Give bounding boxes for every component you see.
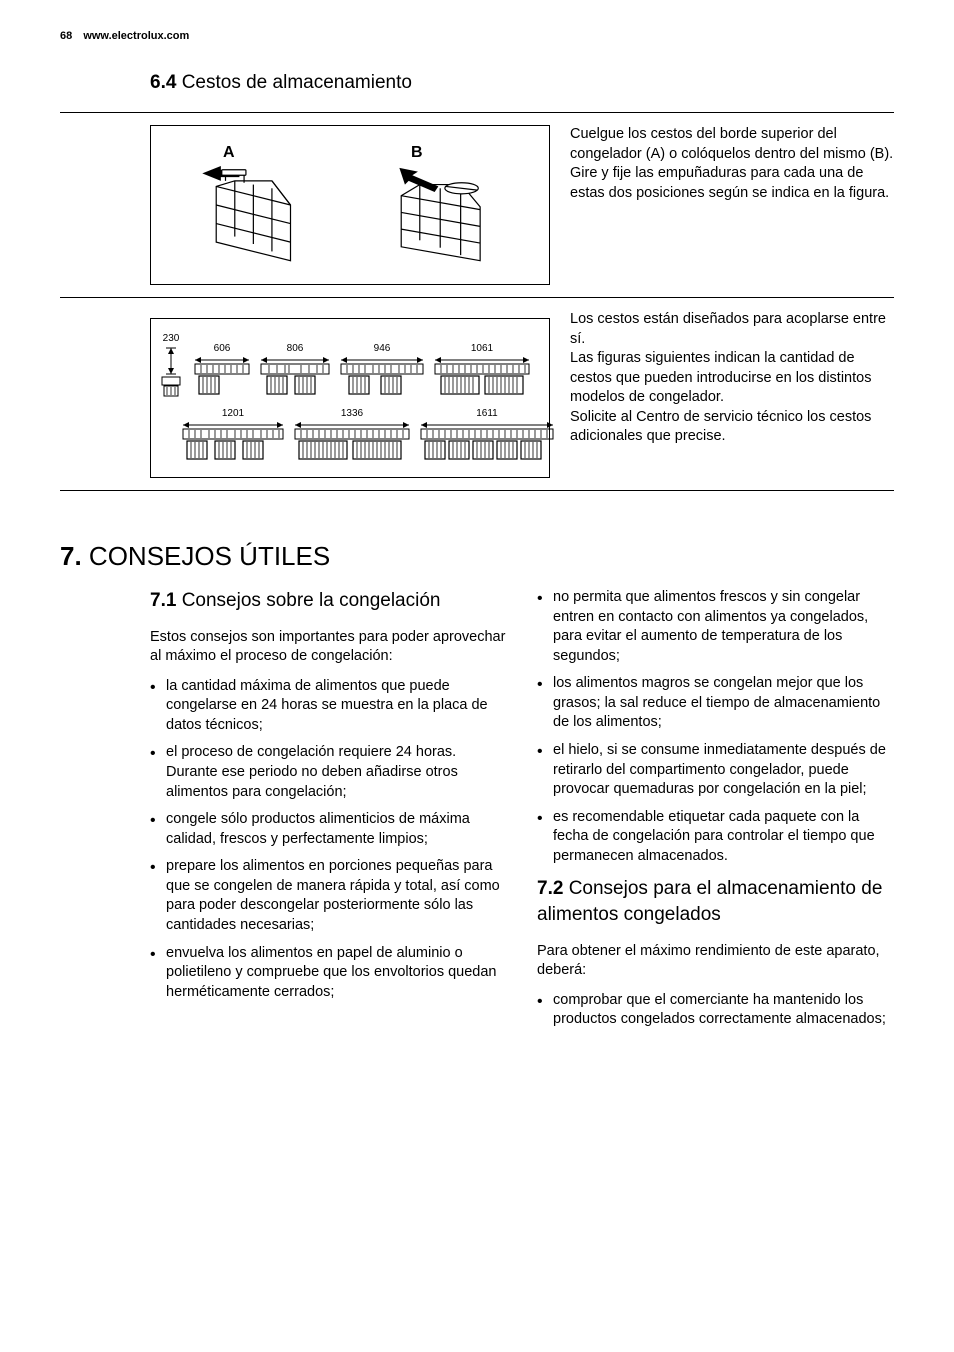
section-7-2-heading: 7.2 Consejos para el almacenamiento de a… [537,876,894,927]
basket-a-illustration [183,140,333,270]
basket-diagram: A B [150,125,550,285]
freezer-1611: 1611 [419,408,555,463]
freezer-1201: 1201 [181,408,285,463]
list-item: envuelva los alimentos en papel de alumi… [150,944,507,1003]
dim-1201: 1201 [222,408,244,419]
label-b: B [411,144,423,162]
list-item: el proceso de congelación requiere 24 ho… [150,743,507,802]
diagram-row-2: 230 [60,310,894,478]
freezer-icon [339,356,425,398]
section-7-1-title: Consejos sobre la congelación [182,590,441,611]
freezer-icon [419,421,555,463]
sizes-diagram: 230 [150,318,550,478]
sizes-row-1: 230 [161,333,539,398]
freezer-icon [193,356,251,398]
list-item: la cantidad máxima de alimentos que pued… [150,677,507,736]
dim-1611: 1611 [476,408,498,419]
section-6-4-number: 6.4 [150,72,176,93]
para-6-4-1: Cuelgue los cestos del borde superior de… [570,125,894,285]
freezer-icon [181,421,285,463]
basket-diagram-container: A B [150,125,550,285]
height-arrow-icon [163,346,179,376]
freezer-606: 606 [193,343,251,398]
freezer-806: 806 [259,343,331,398]
diagram-row-1: A B [60,125,894,285]
page-number: 68 [60,30,72,42]
basket-b-illustration [368,140,518,270]
list-item: es recomendable etiquetar cada paquete c… [537,808,894,867]
dim-946: 946 [374,343,391,354]
chapter-7-title: CONSEJOS ÚTILES [89,541,330,571]
site-url: www.electrolux.com [83,30,189,42]
chapter-7-number: 7. [60,541,82,571]
section-7-1-intro: Estos consejos son importantes para pode… [150,628,507,667]
dim-606: 606 [214,343,231,354]
list-item: el hielo, si se consume inmediatamente d… [537,741,894,800]
height-label: 230 [163,333,180,344]
dim-806: 806 [287,343,304,354]
section-6-4-title: Cestos de almacenamiento [182,72,412,93]
freezer-946: 946 [339,343,425,398]
height-indicator: 230 [161,333,181,398]
section-7-2-list: comprobar que el comerciante ha mantenid… [537,991,894,1030]
freezer-icon [259,356,331,398]
section-6-4-heading: 6.4 Cestos de almacenamiento [150,72,894,94]
mini-freezer-icon [161,376,181,398]
chapter-7-heading: 7. CONSEJOS ÚTILES [60,541,894,572]
list-item: comprobar que el comerciante ha mantenid… [537,991,894,1030]
dim-1336: 1336 [341,408,363,419]
para-6-4-2: Los cestos están diseñados para acoplars… [570,310,894,478]
freezer-1336: 1336 [293,408,411,463]
freezer-1061: 1061 [433,343,531,398]
list-item: los alimentos magros se congelan mejor q… [537,674,894,733]
list-item: no permita que alimentos frescos y sin c… [537,588,894,666]
label-a: A [223,144,235,162]
chapter-7-body: 7.1 Consejos sobre la congelación Estos … [150,588,894,1030]
section-7-2-number: 7.2 [537,878,563,899]
freezer-icon [433,356,531,398]
divider [60,297,894,298]
dim-1061: 1061 [471,343,493,354]
divider [60,112,894,113]
sizes-row-2: 1201 [181,408,539,463]
freezer-icon [293,421,411,463]
list-item: congele sólo productos alimenticios de m… [150,810,507,849]
list-item: prepare los alimentos en porciones peque… [150,857,507,935]
section-7-1-number: 7.1 [150,590,176,611]
section-7-1-heading: 7.1 Consejos sobre la congelación [150,588,507,614]
sizes-diagram-container: 230 [150,310,550,478]
page-header: 68 www.electrolux.com [60,30,894,42]
section-7-2-intro: Para obtener el máximo rendimiento de es… [537,942,894,981]
section-7-2-title: Consejos para el almacenamiento de alime… [537,878,882,925]
divider [60,490,894,491]
